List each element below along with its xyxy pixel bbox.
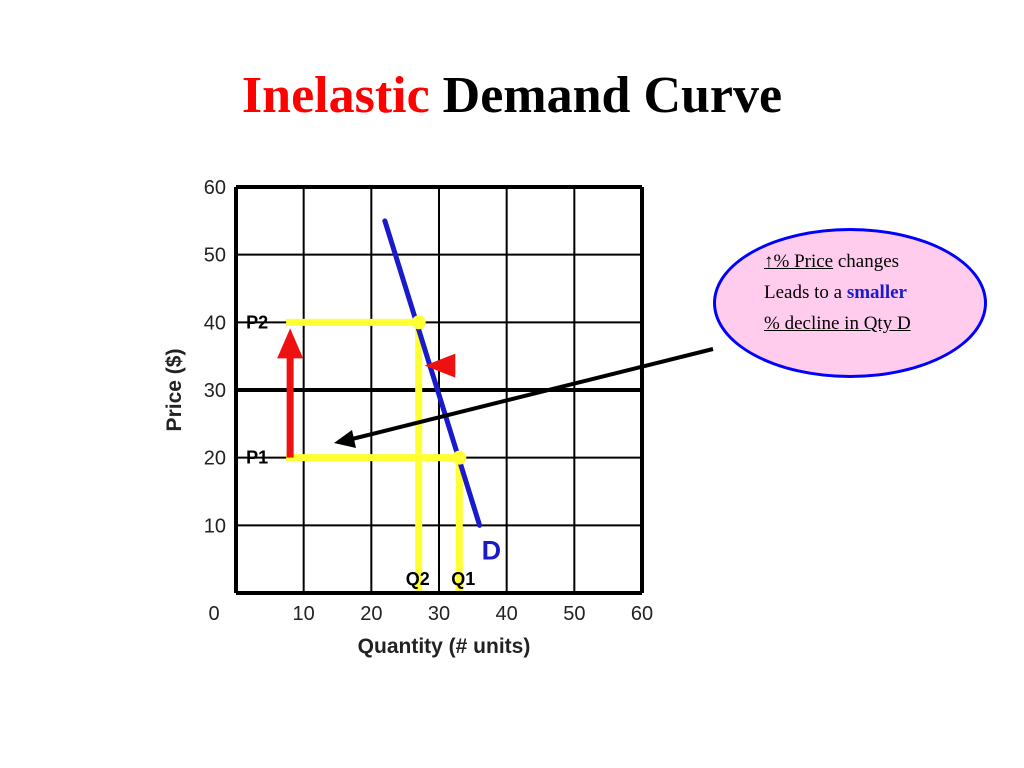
x-tick-label-0: 0 xyxy=(208,603,219,625)
callout-price-change: ↑% Price xyxy=(764,251,834,272)
y-tick-label-40: 40 xyxy=(204,312,226,334)
callout-smaller: smaller xyxy=(846,282,907,303)
equilibrium-point-p2 xyxy=(411,315,426,330)
chart-tick-labels: 0 10 20 30 40 50 60 10 20 30 40 50 60 xyxy=(204,177,653,625)
callout-leads-to: Leads to a xyxy=(764,282,847,303)
y-tick-label-10: 10 xyxy=(204,515,226,537)
price-label-p2: P2 xyxy=(246,312,268,332)
demand-curve-label: D xyxy=(482,535,502,565)
quantity-decrease-arrow xyxy=(424,353,456,378)
demand-curve-group: D xyxy=(382,218,502,565)
y-tick-label-30: 30 xyxy=(204,380,226,402)
change-arrows xyxy=(277,328,456,458)
callout-line-1: ↑% Price changes xyxy=(764,249,899,275)
point-labels: P1 P2 Q2 Q1 xyxy=(246,312,475,589)
callout-pointer xyxy=(334,347,714,448)
title-words-demand-curve: Demand Curve xyxy=(442,67,783,124)
x-tick-label-20: 20 xyxy=(360,603,382,625)
y-tick-label-60: 60 xyxy=(204,177,226,199)
x-axis-label: Quantity (# units) xyxy=(358,635,531,658)
price-increase-arrow-head xyxy=(277,328,304,359)
x-tick-label-30: 30 xyxy=(428,603,450,625)
equilibrium-point-p1 xyxy=(452,450,467,465)
price-label-p1: P1 xyxy=(246,448,268,468)
title-word-inelastic: Inelastic xyxy=(241,67,430,124)
x-tick-label-40: 40 xyxy=(496,603,518,625)
demand-curve-line xyxy=(382,218,483,528)
callout-bubble: ↑% Price changes Leads to a smaller % de… xyxy=(713,228,987,378)
callout-pointer-line xyxy=(347,347,714,442)
x-tick-label-10: 10 xyxy=(293,603,315,625)
y-axis-label: Price ($) xyxy=(163,349,186,432)
x-tick-label-60: 60 xyxy=(631,603,653,625)
callout-line-2: Leads to a smaller xyxy=(764,280,907,306)
callout-changes: changes xyxy=(833,251,900,272)
x-tick-label-50: 50 xyxy=(563,603,585,625)
y-tick-label-50: 50 xyxy=(204,245,226,267)
quantity-label-q1: Q1 xyxy=(451,569,475,589)
quantity-label-q2: Q2 xyxy=(406,569,430,589)
chart-axis-labels: Quantity (# units) Price ($) xyxy=(163,349,530,658)
y-tick-label-20: 20 xyxy=(204,448,226,470)
price-quantity-guides xyxy=(286,318,463,591)
slide-title: Inelastic Demand Curve xyxy=(0,66,1024,126)
callout-line-3: % decline in Qty D xyxy=(764,313,911,334)
callout-pointer-head xyxy=(334,430,356,448)
